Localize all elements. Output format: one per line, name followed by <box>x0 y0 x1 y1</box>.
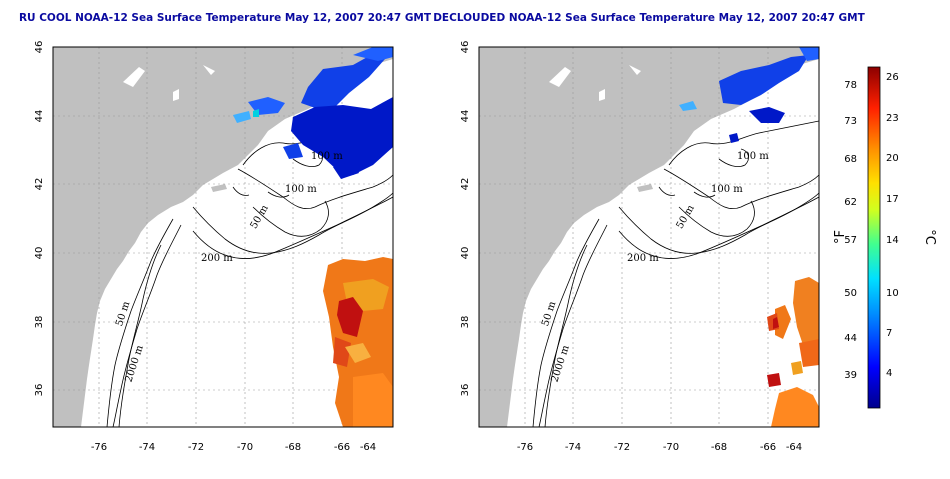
right-contour-label-200m: 200 m <box>627 253 659 264</box>
svg-text:36: 36 <box>34 384 45 397</box>
svg-text:38: 38 <box>34 316 45 329</box>
svg-text:78: 78 <box>844 80 857 91</box>
svg-text:50: 50 <box>844 288 857 299</box>
right-y-axis: 46 44 42 40 38 36 <box>460 41 471 397</box>
left-x-axis: -76 -74 -72 -70 -68 -66 -64 <box>91 442 376 453</box>
svg-text:44: 44 <box>34 110 45 123</box>
svg-text:7: 7 <box>886 328 892 339</box>
svg-text:-72: -72 <box>614 442 630 453</box>
svg-text:42: 42 <box>34 178 45 191</box>
svg-text:-64: -64 <box>786 442 802 453</box>
svg-text:44: 44 <box>844 333 857 344</box>
svg-text:-64: -64 <box>360 442 376 453</box>
left-contour-label-100m-a: 100 m <box>311 151 343 162</box>
svg-text:-68: -68 <box>711 442 727 453</box>
svg-text:68: 68 <box>844 154 857 165</box>
svg-text:38: 38 <box>460 316 471 329</box>
colorbar-fahrenheit-ticks: 78 73 68 62 57 50 44 39 <box>844 80 857 381</box>
left-warm-sst-patch <box>323 257 393 427</box>
svg-text:23: 23 <box>886 113 899 124</box>
svg-text:73: 73 <box>844 116 857 127</box>
right-x-axis: -76 -74 -72 -70 -68 -66 -64 <box>517 442 802 453</box>
svg-text:-74: -74 <box>565 442 581 453</box>
svg-text:-68: -68 <box>285 442 301 453</box>
svg-text:-70: -70 <box>663 442 679 453</box>
svg-text:46: 46 <box>34 41 45 54</box>
colorbar-gradient <box>867 66 881 409</box>
left-y-axis: 46 44 42 40 38 36 <box>34 41 45 397</box>
colorbar-celsius-ticks: 26 23 20 17 14 10 7 4 <box>886 72 899 379</box>
right-contour-label-100m-b: 100 m <box>711 184 743 195</box>
colorbar-celsius-label: °C <box>922 229 937 245</box>
left-contour-label-200m: 200 m <box>201 253 233 264</box>
left-cold-sst-patch <box>233 47 393 179</box>
svg-text:-74: -74 <box>139 442 155 453</box>
left-map: 100 m 100 m 50 m 200 m 50 m 2000 m <box>52 46 394 428</box>
svg-text:44: 44 <box>460 110 471 123</box>
right-map: 100 m 100 m 50 m 200 m 50 m 2000 m <box>478 46 820 428</box>
colorbar: 78 73 68 62 57 50 44 39 26 23 20 17 14 1… <box>833 66 937 409</box>
svg-text:17: 17 <box>886 194 899 205</box>
svg-text:39: 39 <box>844 370 857 381</box>
svg-text:-66: -66 <box>334 442 350 453</box>
svg-text:4: 4 <box>886 368 892 379</box>
svg-text:20: 20 <box>886 153 899 164</box>
svg-text:-66: -66 <box>760 442 776 453</box>
svg-text:57: 57 <box>844 235 857 246</box>
svg-text:-76: -76 <box>91 442 107 453</box>
left-panel-title: RU COOL NOAA-12 Sea Surface Temperature … <box>19 12 432 24</box>
colorbar-fahrenheit-label: °F <box>833 230 848 244</box>
right-cold-sst-patch <box>679 47 819 143</box>
svg-text:-72: -72 <box>188 442 204 453</box>
svg-text:62: 62 <box>844 197 857 208</box>
svg-text:40: 40 <box>34 247 45 260</box>
svg-text:-76: -76 <box>517 442 533 453</box>
svg-text:26: 26 <box>886 72 899 83</box>
svg-text:10: 10 <box>886 288 899 299</box>
svg-text:36: 36 <box>460 384 471 397</box>
right-panel-title: DECLOUDED NOAA-12 Sea Surface Temperatur… <box>433 12 865 24</box>
left-contour-label-100m-b: 100 m <box>285 184 317 195</box>
svg-text:46: 46 <box>460 41 471 54</box>
svg-text:-70: -70 <box>237 442 253 453</box>
svg-text:42: 42 <box>460 178 471 191</box>
right-warm-sst-patch <box>767 277 819 427</box>
right-contour-label-100m-a: 100 m <box>737 151 769 162</box>
svg-text:40: 40 <box>460 247 471 260</box>
svg-text:14: 14 <box>886 235 899 246</box>
